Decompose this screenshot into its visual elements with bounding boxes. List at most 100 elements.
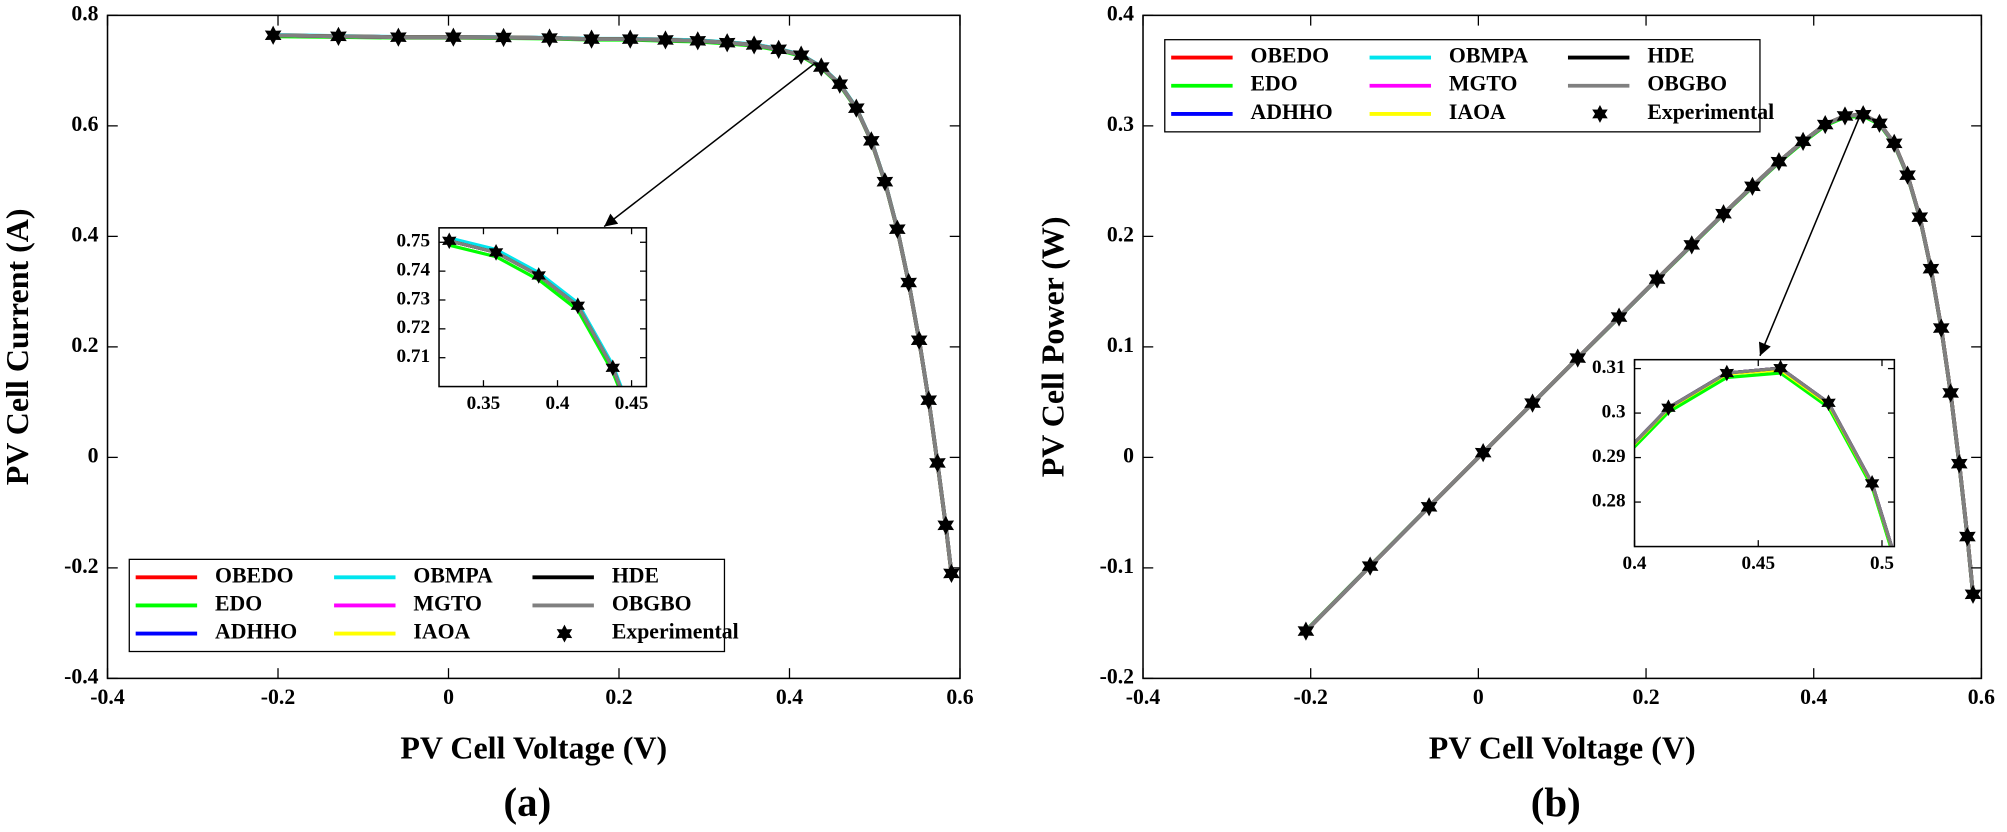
data-point [1361,556,1379,576]
legend-label: OBGBO [612,591,692,615]
data-point [621,29,639,49]
y-tick-label: 0 [1123,443,1134,467]
data-point [495,27,512,48]
data-point [910,330,928,350]
y-tick-label: 0.1 [1107,333,1134,357]
x-tick-label: 0.5 [1870,553,1894,574]
data-point [745,35,763,55]
data-point [1885,133,1903,153]
series-line [448,239,622,387]
legend-label: OBEDO [215,563,294,587]
legend-label: HDE [1647,44,1694,68]
data-point [689,31,707,51]
data-point [1420,497,1438,517]
data-point [445,27,462,47]
data-point [657,30,674,50]
y-axis-label: PV Cell Power (W) [1034,216,1070,477]
data-point [1794,131,1812,151]
legend-label: Experimental [612,620,739,644]
plot-area [264,25,960,584]
data-point [718,33,736,53]
data-point [1821,394,1836,412]
legend-label: ADHHO [215,620,297,644]
legend-label: OBGBO [1647,72,1727,96]
legend-label: OBMPA [413,563,493,587]
legend-label: EDO [215,591,262,615]
legend-label: MGTO [1449,72,1517,96]
data-point [943,563,960,584]
legend-box [128,558,726,653]
x-tick-label: -0.2 [261,685,295,709]
data-point [330,26,347,46]
data-point [1871,113,1888,133]
zoom-arrow [603,63,815,228]
data-point [831,74,849,94]
legend-label: EDO [1251,72,1298,96]
data-point [488,244,504,261]
y-tick-label: 0.3 [1107,112,1134,136]
x-tick-label: -0.4 [90,685,125,709]
data-point [889,219,906,239]
y-tick-label: 0.74 [396,260,430,281]
data-point [1922,259,1940,279]
x-tick-label: 0.45 [615,393,649,414]
data-point [876,172,894,192]
data-point [920,390,938,410]
data-point [1474,443,1492,463]
y-tick-label: 0.2 [71,333,98,357]
data-point [812,57,830,77]
data-point [1959,527,1976,547]
y-tick-label: -0.1 [1100,554,1134,578]
x-tick-label: 0 [443,685,454,709]
y-tick-label: -0.2 [64,554,98,578]
data-point [1773,359,1788,377]
y-axis-label: PV Cell Current (A) [0,208,35,485]
data-point [1911,207,1929,227]
y-tick-label: 0.3 [1602,401,1626,422]
y-tick-label: 0.73 [396,288,430,309]
x-tick-label: 0.2 [1632,685,1659,709]
data-point [264,25,282,45]
data-point [605,359,620,377]
data-point [1524,393,1541,413]
data-point [541,28,558,48]
data-point [1816,114,1834,135]
data-point [1932,318,1950,338]
data-point [937,515,955,535]
legend-label: OBEDO [1251,44,1330,68]
y-tick-label: 0.28 [1592,490,1626,511]
data-point [1661,399,1676,417]
data-point [929,453,946,473]
y-tick-label: 0.71 [396,346,430,367]
y-tick-label: 0.75 [396,231,430,252]
axes-box [106,14,961,680]
data-point [1964,584,1982,604]
x-tick-label: 0.4 [776,685,803,709]
x-tick-label: 0.4 [546,393,570,414]
data-point [1569,348,1587,368]
data-point [570,297,586,315]
legend-label: ADHHO [1251,100,1333,124]
axes-box [1142,14,1983,680]
y-tick-label: 0.6 [71,112,98,136]
data-point [1297,621,1315,641]
y-tick-label: 0.8 [71,1,98,25]
data-point [770,39,787,59]
x-axis-label: PV Cell Voltage (V) [400,730,667,766]
data-point [1648,269,1666,289]
x-tick-label: 0.45 [1741,553,1775,574]
axes-box [1633,358,1896,548]
data-point [900,272,917,293]
y-tick-label: 0 [88,443,99,467]
subplot-title: (a) [503,780,551,825]
data-point [1836,106,1854,126]
y-tick-label: 0.4 [71,222,98,246]
y-tick-label: 0.2 [1107,222,1134,246]
x-tick-label: 0.6 [1968,685,1995,709]
x-axis-label: PV Cell Voltage (V) [1429,730,1696,766]
data-point [583,29,600,49]
legend-marker [556,624,573,643]
inset-background [1634,359,1895,547]
data-point [848,98,865,118]
x-tick-label: -0.2 [1293,685,1327,709]
